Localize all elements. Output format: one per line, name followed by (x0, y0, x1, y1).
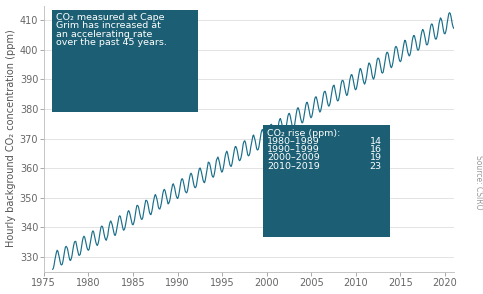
Text: 2000–2009: 2000–2009 (267, 153, 320, 163)
Y-axis label: Hourly background CO₂ concentration (ppm): Hourly background CO₂ concentration (ppm… (6, 30, 15, 248)
Text: 16: 16 (369, 145, 382, 154)
Text: 2010–2019: 2010–2019 (267, 162, 320, 171)
Text: 1980–1989: 1980–1989 (267, 137, 320, 146)
Text: 14: 14 (369, 137, 382, 146)
Text: 1990–1999: 1990–1999 (267, 145, 320, 154)
Text: an accelerating rate: an accelerating rate (56, 29, 152, 39)
Text: 19: 19 (369, 153, 382, 163)
Text: CO₂ rise (ppm):: CO₂ rise (ppm): (267, 129, 341, 138)
Text: 23: 23 (369, 162, 382, 171)
Text: CO₂ measured at Cape: CO₂ measured at Cape (56, 13, 164, 22)
Text: Grim has increased at: Grim has increased at (56, 21, 161, 30)
Text: Source: CSIRO: Source: CSIRO (474, 155, 483, 210)
Text: over the past 45 years.: over the past 45 years. (56, 38, 167, 47)
